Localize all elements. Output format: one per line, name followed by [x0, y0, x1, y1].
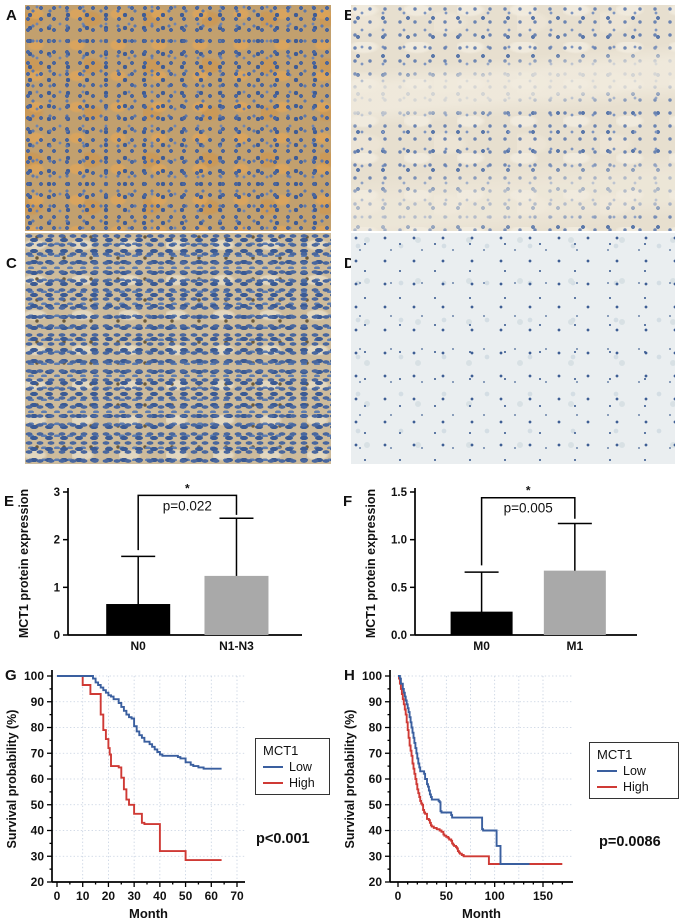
svg-text:3: 3 [54, 487, 60, 499]
svg-text:0.0: 0.0 [391, 630, 407, 642]
survival-chart-h: 20 30 40 50 60 70 80 90 100 0 50 100 150 Month Surviva… [343, 669, 573, 921]
panel-label-e: E [4, 493, 15, 510]
svg-text:20: 20 [369, 875, 383, 889]
svg-text:0.5: 0.5 [391, 582, 408, 594]
svg-text:*: * [526, 484, 531, 498]
svg-text:90: 90 [31, 695, 45, 709]
svg-text:Survival probability (%): Survival probability (%) [343, 710, 357, 849]
svg-text:2: 2 [54, 535, 60, 547]
panel-label-g: G [5, 667, 17, 684]
high-line-swatch [263, 782, 283, 784]
svg-text:MCT1 protein expression: MCT1 protein expression [17, 489, 31, 638]
svg-text:60: 60 [205, 889, 219, 903]
svg-text:0: 0 [395, 889, 402, 903]
legend-label-high: High [623, 780, 649, 794]
svg-text:N0: N0 [131, 639, 147, 653]
svg-text:90: 90 [369, 695, 383, 709]
svg-text:40: 40 [153, 889, 167, 903]
svg-text:50: 50 [369, 798, 383, 812]
panel-label-a: A [6, 7, 17, 24]
svg-text:100: 100 [485, 889, 505, 903]
legend-h: MCT1 Low High [589, 742, 679, 799]
legend-g: MCT1 Low High [255, 738, 330, 795]
panel-label-b: B [344, 7, 355, 24]
micrograph-panel-b [351, 5, 675, 231]
svg-text:N1-N3: N1-N3 [219, 639, 254, 653]
legend-entry-high: High [597, 779, 671, 795]
svg-text:150: 150 [533, 889, 553, 903]
legend-entry-high: High [263, 775, 322, 791]
legend-label-high: High [289, 776, 315, 790]
svg-text:40: 40 [369, 824, 383, 838]
svg-text:1: 1 [54, 582, 61, 594]
svg-text:20: 20 [102, 889, 116, 903]
svg-text:70: 70 [230, 889, 244, 903]
legend-entry-low: Low [597, 763, 671, 779]
svg-text:1.5: 1.5 [391, 487, 408, 499]
panel-label-d: D [344, 255, 355, 272]
svg-text:Month: Month [462, 906, 501, 921]
svg-text:p=0.022: p=0.022 [163, 498, 212, 513]
high-line-swatch [597, 786, 617, 788]
legend-label-low: Low [623, 764, 646, 778]
svg-text:80: 80 [369, 721, 383, 735]
svg-text:1.0: 1.0 [391, 535, 407, 547]
svg-text:50: 50 [31, 798, 45, 812]
svg-text:70: 70 [31, 746, 45, 760]
svg-text:60: 60 [31, 772, 45, 786]
svg-text:*: * [185, 481, 190, 495]
legend-title: MCT1 [263, 743, 299, 758]
low-line-swatch [263, 766, 283, 768]
panel-label-f: F [343, 493, 353, 510]
svg-text:100: 100 [24, 669, 44, 683]
svg-text:20: 20 [31, 875, 45, 889]
svg-text:0: 0 [54, 630, 60, 642]
micrograph-panel-c [25, 233, 331, 464]
svg-text:80: 80 [31, 721, 45, 735]
bar-chart-m-stage: 0.0 0.5 1.0 1.5 MCT1 protein expression M0 M1 *… [364, 484, 637, 653]
svg-text:50: 50 [179, 889, 193, 903]
svg-text:MCT1 protein expression: MCT1 protein expression [364, 489, 378, 638]
svg-text:70: 70 [369, 746, 383, 760]
svg-text:0: 0 [54, 889, 61, 903]
svg-text:60: 60 [369, 772, 383, 786]
svg-text:10: 10 [76, 889, 90, 903]
svg-text:M0: M0 [473, 639, 490, 653]
svg-text:30: 30 [127, 889, 141, 903]
p-value-h: p=0.0086 [599, 834, 661, 850]
svg-text:100: 100 [362, 669, 382, 683]
svg-text:M1: M1 [567, 639, 584, 653]
legend-title: MCT1 [597, 747, 633, 762]
svg-text:Month: Month [129, 906, 168, 921]
svg-text:50: 50 [440, 889, 454, 903]
survival-chart-g: 20 30 40 50 60 70 80 90 100 0 10 20 30 40 50 60 70 Month S… [5, 669, 245, 921]
legend-entry-low: Low [263, 759, 322, 775]
micrograph-panel-a [25, 5, 331, 231]
legend-label-low: Low [289, 760, 312, 774]
panel-label-c: C [6, 255, 17, 272]
micrograph-panel-d [351, 233, 675, 464]
low-line-swatch [597, 770, 617, 772]
bar-chart-n-stage: 0 1 2 3 MCT1 protein expression N0 N1-N3 * p=0.0… [17, 481, 302, 653]
svg-text:30: 30 [31, 849, 45, 863]
svg-text:30: 30 [369, 849, 383, 863]
svg-text:Survival probability (%): Survival probability (%) [5, 710, 19, 849]
p-value-g: p<0.001 [256, 831, 310, 847]
svg-text:p=0.005: p=0.005 [504, 501, 553, 516]
panel-label-h: H [344, 667, 355, 684]
svg-text:40: 40 [31, 824, 45, 838]
